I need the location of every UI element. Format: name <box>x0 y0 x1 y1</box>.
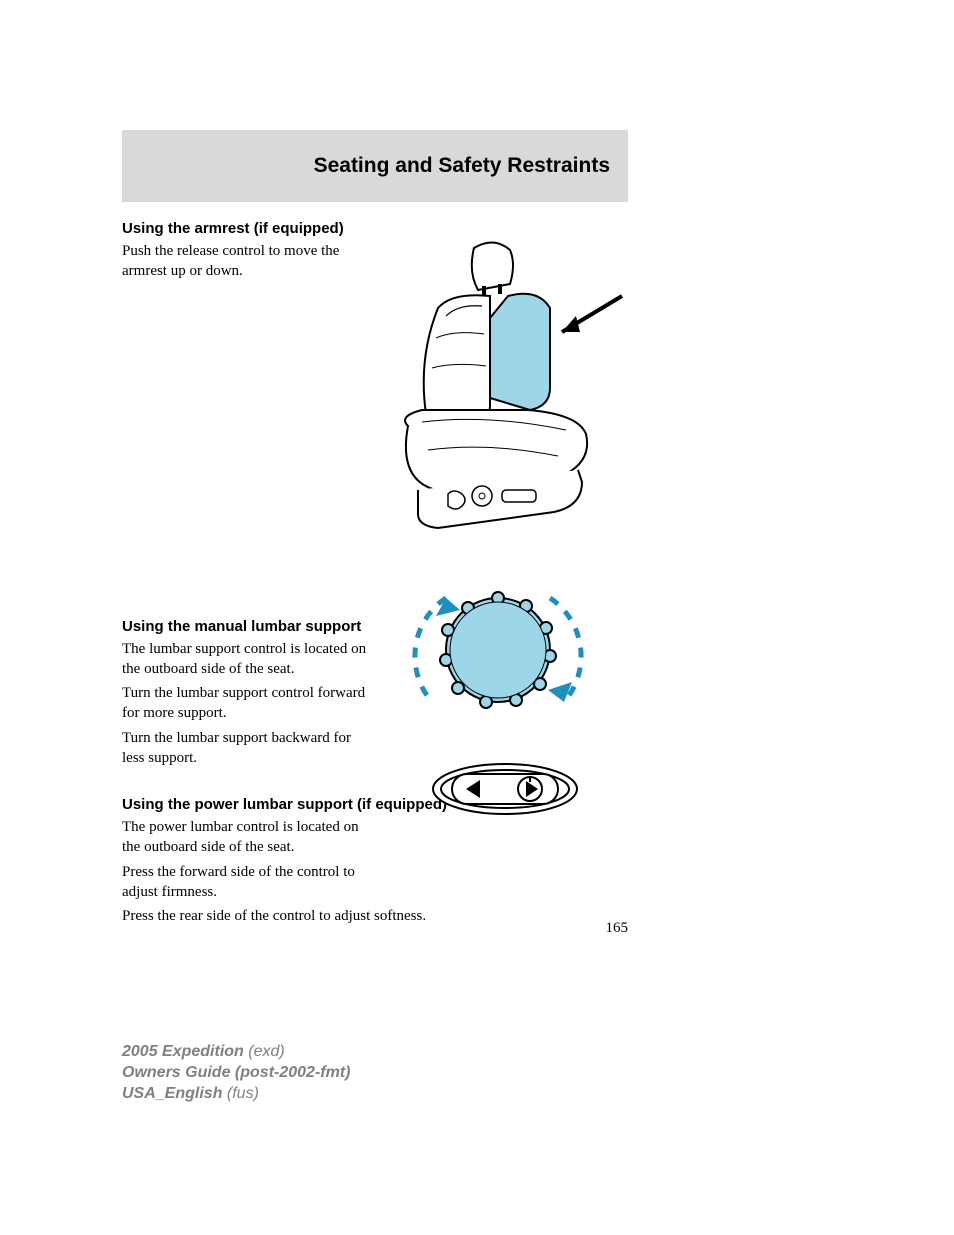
page-title: Seating and Safety Restraints <box>314 154 610 178</box>
body-armrest: Push the release control to move the arm… <box>122 241 372 282</box>
page-number: 165 <box>606 920 629 937</box>
footer-model: 2005 Expedition <box>122 1043 248 1060</box>
footer-guide: Owners Guide (post-2002-fmt) <box>122 1064 350 1081</box>
figure-lumbar-knob <box>398 576 598 736</box>
headrest-icon <box>472 242 513 290</box>
armrest-highlight-icon <box>490 294 550 410</box>
figure-seat-armrest <box>378 238 638 538</box>
footer: 2005 Expedition (exd) Owners Guide (post… <box>122 1042 350 1104</box>
header-band: Seating and Safety Restraints <box>122 130 628 202</box>
seat-back-icon <box>424 295 490 422</box>
body-manual-lumbar-1: The lumbar support control is located on… <box>122 639 372 680</box>
heading-armrest: Using the armrest (if equipped) <box>122 220 628 237</box>
footer-model-code: (exd) <box>248 1043 284 1060</box>
body-power-lumbar-1: The power lumbar control is located on t… <box>122 817 372 858</box>
figure-power-lumbar-switch <box>430 762 580 816</box>
body-manual-lumbar-3: Turn the lumbar support backward for les… <box>122 728 372 769</box>
body-power-lumbar-3: Press the rear side of the control to ad… <box>122 906 628 926</box>
body-manual-lumbar-2: Turn the lumbar support control forward … <box>122 683 372 724</box>
footer-lang: USA_English <box>122 1085 227 1102</box>
footer-lang-code: (fus) <box>227 1085 259 1102</box>
body-power-lumbar-2: Press the forward side of the control to… <box>122 862 372 903</box>
